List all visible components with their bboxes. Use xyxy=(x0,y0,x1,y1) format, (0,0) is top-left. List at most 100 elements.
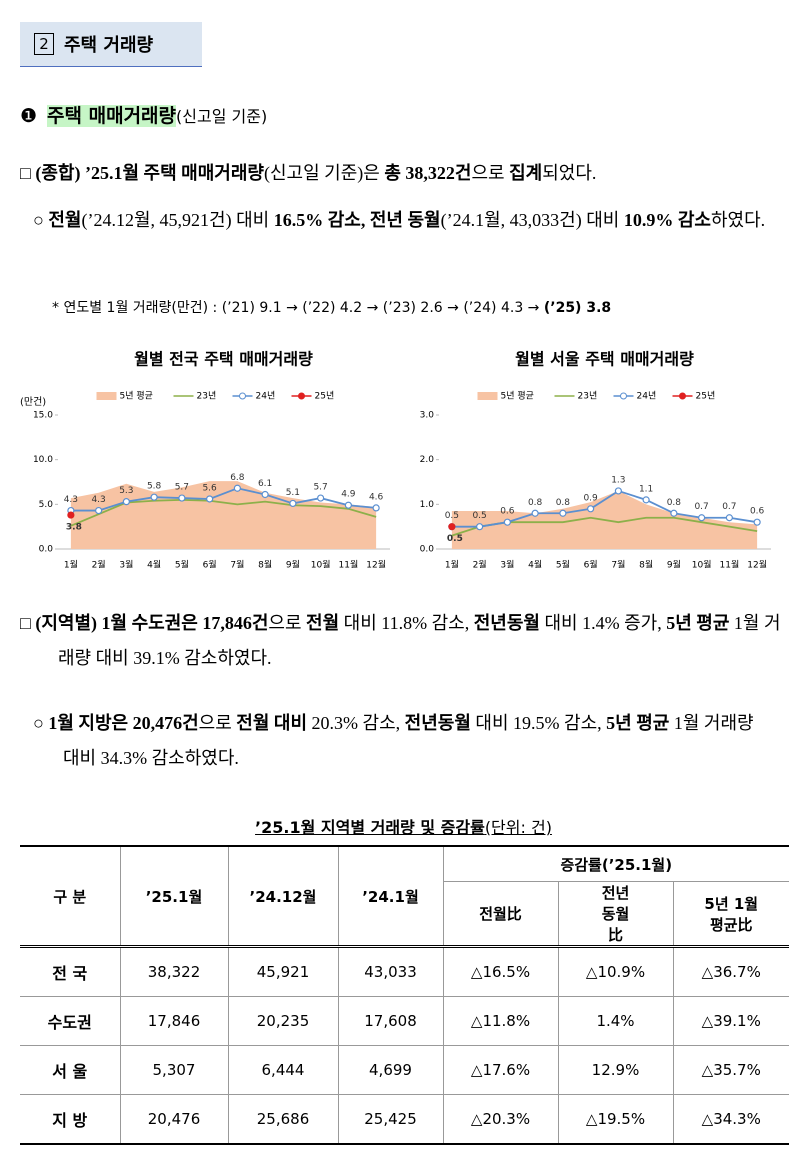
marker xyxy=(531,509,539,517)
x-tick-label: 7월 xyxy=(230,559,244,571)
text-run: 으로 xyxy=(268,613,307,633)
legend-label: 25년 xyxy=(696,391,716,402)
x-tick-label: 8월 xyxy=(258,559,272,571)
text-run: 집계 xyxy=(509,163,543,183)
marker xyxy=(95,506,103,515)
data-label: 0.8 xyxy=(528,498,543,508)
marker xyxy=(67,511,75,519)
marker xyxy=(317,494,325,502)
text-run: 총 38,322건 xyxy=(384,163,472,183)
legend-marker xyxy=(298,392,305,400)
y-tick-label: 2.0 xyxy=(420,455,435,465)
x-tick-label: 6월 xyxy=(203,559,217,571)
table-cell: 25,686 xyxy=(227,1094,339,1145)
text-run: 전월 대비 xyxy=(236,713,308,733)
table-cell: 43,033 xyxy=(337,945,444,997)
chart: 월별 전국 주택 매매거래량 (만건) 5년 평균 23년 24년 25년 0.0 5.0 10… xyxy=(20,350,390,571)
marker xyxy=(614,487,622,495)
legend-swatch xyxy=(477,392,498,400)
data-label: 5.1 xyxy=(286,488,300,498)
header-cell: ’24.12월 xyxy=(227,845,339,947)
data-label: 0.6 xyxy=(750,507,765,517)
x-tick-label: 4월 xyxy=(528,559,542,571)
section-number: 2 xyxy=(34,33,54,55)
text-run: 대비 1.4% 증가, xyxy=(539,613,667,633)
y-tick-label: 0.0 xyxy=(39,545,54,555)
table-row: 수도권 17,846 20,235 17,608 △11.8% 1.4% △39.1% xyxy=(20,996,789,1046)
data-label: 0.7 xyxy=(694,502,708,512)
x-tick-label: 2월 xyxy=(473,559,487,571)
marker xyxy=(670,509,678,517)
text-run: (’24.12월, 45,921건) 대비 xyxy=(81,210,274,230)
text-run: 으로 xyxy=(198,713,237,733)
data-label: 0.5 xyxy=(445,511,459,521)
marker xyxy=(642,496,650,504)
table-cell: 17,846 xyxy=(119,996,229,1046)
table-cell: 25,425 xyxy=(337,1094,444,1145)
legend-label: 23년 xyxy=(197,391,217,402)
section-heading: 2 주택 거래량 xyxy=(20,22,202,67)
table-cell: 수도권 xyxy=(20,996,121,1046)
data-label: 5.6 xyxy=(202,483,217,493)
table-cell: △10.9% xyxy=(557,945,674,997)
subheader-text: 전년 동월比 xyxy=(601,884,630,944)
marker xyxy=(261,490,269,499)
data-label: 0.6 xyxy=(500,507,515,517)
text-run: □ (지역별) 1월 수도권은 17,846건 xyxy=(20,613,269,633)
data-label: 0.9 xyxy=(583,493,598,503)
table-cell: 1.4% xyxy=(557,996,674,1046)
text-run: 1월 거래량 대비 39.1% 감소하였다. xyxy=(58,613,781,668)
chart-title: 월별 전국 주택 매매거래량 xyxy=(134,350,313,369)
x-tick-label: 6월 xyxy=(584,559,598,571)
table-cell: △35.7% xyxy=(672,1045,789,1095)
header-cell: ’25.1월 xyxy=(119,845,229,947)
data-label: 0.5 xyxy=(472,511,486,521)
text-run: 전년동월 xyxy=(404,713,471,733)
text-run: 되었다. xyxy=(542,163,597,183)
marker xyxy=(587,505,595,513)
table-cell: △20.3% xyxy=(442,1094,559,1145)
text-run: 전년동월 xyxy=(473,613,540,633)
line xyxy=(70,498,377,527)
text-run: □ (종합) ’25.1월 주택 매매거래량 xyxy=(20,163,264,183)
data-label: 5.7 xyxy=(313,483,327,493)
subsection-heading: ❶ 주택 매매거래량(신고일 기준) xyxy=(20,101,267,128)
data-label: 6.1 xyxy=(258,479,272,489)
y-axis-label: (만건) xyxy=(20,396,46,408)
legend-marker xyxy=(620,392,627,400)
table-cell: △11.8% xyxy=(442,996,559,1046)
data-label: 3.8 xyxy=(66,523,82,533)
table-cell: △17.6% xyxy=(442,1045,559,1095)
x-tick-label: 1월 xyxy=(64,559,78,571)
legend-label: 23년 xyxy=(578,391,598,402)
paragraph: ○ 전월(’24.12월, 45,921건) 대비 16.5% 감소, 전년 동… xyxy=(33,203,793,238)
table-cell: △36.7% xyxy=(672,945,789,997)
table-cell: △39.1% xyxy=(672,996,789,1046)
text-run: ○ 전월 xyxy=(33,210,82,230)
marker xyxy=(178,494,186,502)
data-label: 6.8 xyxy=(230,473,245,483)
data-label: 4.3 xyxy=(64,495,78,505)
x-tick-label: 11월 xyxy=(339,559,359,571)
table-cell: 17,608 xyxy=(337,996,444,1046)
table-row: 전 국 38,322 45,921 43,033 △16.5% △10.9% △36.7% xyxy=(20,945,789,997)
subheader-cell: 5년 1월 평균比 xyxy=(672,881,789,947)
y-tick-label: 0.0 xyxy=(420,545,435,555)
data-label: 5.8 xyxy=(147,482,162,492)
text-run: * 연도별 1월 거래량(만건) : (’21) 9.1 → (’22) 4.2… xyxy=(52,300,544,316)
data-label: 0.7 xyxy=(722,502,736,512)
paragraph: □ (종합) ’25.1월 주택 매매거래량(신고일 기준)은 총 38,322… xyxy=(20,156,790,191)
data-label: 1.3 xyxy=(611,475,625,485)
legend-label: 24년 xyxy=(637,391,657,402)
marker xyxy=(344,501,352,509)
marker xyxy=(448,523,456,531)
footnote: * 연도별 1월 거래량(만건) : (’21) 9.1 → (’22) 4.2… xyxy=(52,291,792,326)
group-header: 증감률(’25.1월) xyxy=(442,845,789,882)
table-row: 지 방 20,476 25,686 25,425 △20.3% △19.5% △34.3% xyxy=(20,1094,789,1145)
paragraph: □ (지역별) 1월 수도권은 17,846건으로 전월 대비 11.8% 감소… xyxy=(20,606,792,676)
caption-unit: (단위: 건) xyxy=(484,818,552,837)
data-label: 5.7 xyxy=(175,483,189,493)
table-cell: 12.9% xyxy=(557,1045,674,1095)
y-tick-label: 10.0 xyxy=(33,455,53,465)
data-label: 4.9 xyxy=(341,490,356,500)
